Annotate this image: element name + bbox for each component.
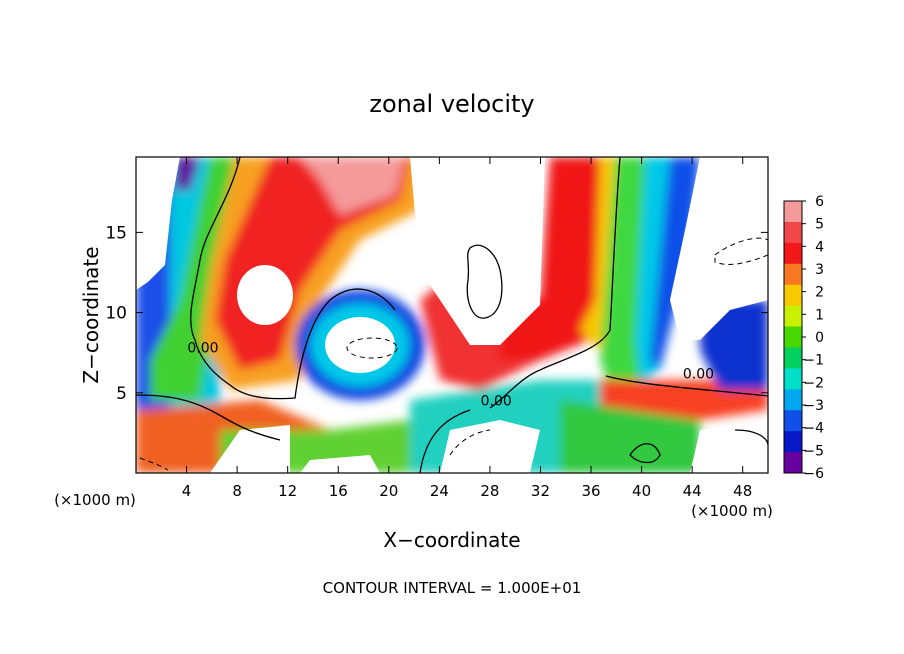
x-tick-label: 8	[232, 482, 242, 500]
colorbar-swatch	[784, 389, 802, 411]
field-right-green	[560, 400, 700, 473]
colorbar-swatch	[784, 452, 802, 474]
contour-right-mid	[629, 443, 661, 464]
contour-zero-central	[489, 157, 621, 409]
contour-interval-footer: CONTOUR INTERVAL = 1.000E+01	[323, 579, 582, 597]
field-pink-top	[300, 157, 405, 215]
colorbar-swatch	[784, 431, 802, 453]
colorbar-swatch	[784, 242, 802, 265]
colorbar-tick-label: 1	[815, 307, 824, 323]
colorbar-tick-label: 4	[815, 239, 824, 255]
x-axis-label: X−coordinate	[383, 528, 520, 552]
colorbar-tick-label: 0	[815, 330, 824, 346]
x-tick-label: 32	[531, 482, 550, 500]
colorbar-tick-label: −1	[803, 353, 824, 369]
plot-area	[136, 157, 768, 473]
colorbar: 6 5 4 3 2 1 0 −1 −2 −3 −4 −5 −6	[783, 194, 824, 482]
contour-label: 0.00	[481, 394, 512, 410]
x-tick-label: 48	[733, 482, 752, 500]
x-tick-label: 24	[430, 482, 449, 500]
colorbar-tick-label: −2	[803, 375, 824, 391]
colorbar-swatch	[784, 221, 802, 244]
colorbar-tick-label: 5	[815, 217, 824, 233]
x-tick-label: 40	[632, 482, 651, 500]
contour-labels: 0.00 0.00 0.00	[187, 341, 714, 410]
contour-lower-left	[136, 394, 281, 441]
x-tick-label: 20	[379, 482, 398, 500]
plot-frame	[135, 156, 769, 474]
colorbar-tick-label: −5	[803, 443, 824, 459]
contour-zero-left	[190, 157, 396, 400]
contour-label: 0.00	[683, 366, 714, 382]
y-axis-label: Z−coordinate	[79, 246, 103, 383]
colorbar-swatch	[784, 284, 802, 307]
colorbar-swatch	[784, 263, 802, 286]
y-tick-label: 10	[105, 304, 127, 324]
y-tick-label: 5	[116, 384, 127, 404]
x-tick-label: 16	[329, 482, 348, 500]
colorbar-swatch	[784, 201, 802, 223]
colorbar-swatch	[784, 410, 802, 432]
colorbar-swatch	[784, 326, 802, 348]
colorbar-tick-label: −6	[803, 466, 824, 482]
x-tick-label: 44	[683, 482, 702, 500]
colorbar-tick-label: 6	[815, 194, 824, 210]
colorbar-swatch	[784, 368, 802, 390]
colorbar-tick-label: 3	[815, 262, 824, 278]
contour-dashed	[139, 237, 768, 471]
x-unit-label-left: (×1000 m)	[54, 491, 136, 509]
x-tick-label: 36	[581, 482, 600, 500]
contour-zero-right	[605, 375, 768, 397]
x-tick-label: 12	[278, 482, 297, 500]
y-tick-label: 15	[105, 223, 127, 243]
contour-lower-mid	[419, 409, 471, 473]
colorbar-tick-label: −4	[803, 421, 824, 437]
colorbar-swatch	[784, 347, 802, 369]
colorbar-tick-label: −3	[803, 398, 824, 414]
colorbar-swatch	[784, 305, 802, 328]
x-tick-label: 4	[182, 482, 192, 500]
x-tick-label: 28	[480, 482, 499, 500]
x-unit-label-right: (×1000 m)	[691, 502, 773, 520]
contour-closed-center	[466, 244, 503, 319]
field-red-column	[500, 157, 610, 360]
white-regions	[136, 157, 768, 473]
contour-lines	[136, 157, 768, 473]
contour-label: 0.00	[187, 341, 218, 357]
field-purple-upper-left	[175, 157, 200, 190]
colorbar-tick-label: 2	[815, 285, 824, 301]
chart-title: zonal velocity	[369, 90, 534, 118]
field-blue-column	[650, 157, 700, 370]
